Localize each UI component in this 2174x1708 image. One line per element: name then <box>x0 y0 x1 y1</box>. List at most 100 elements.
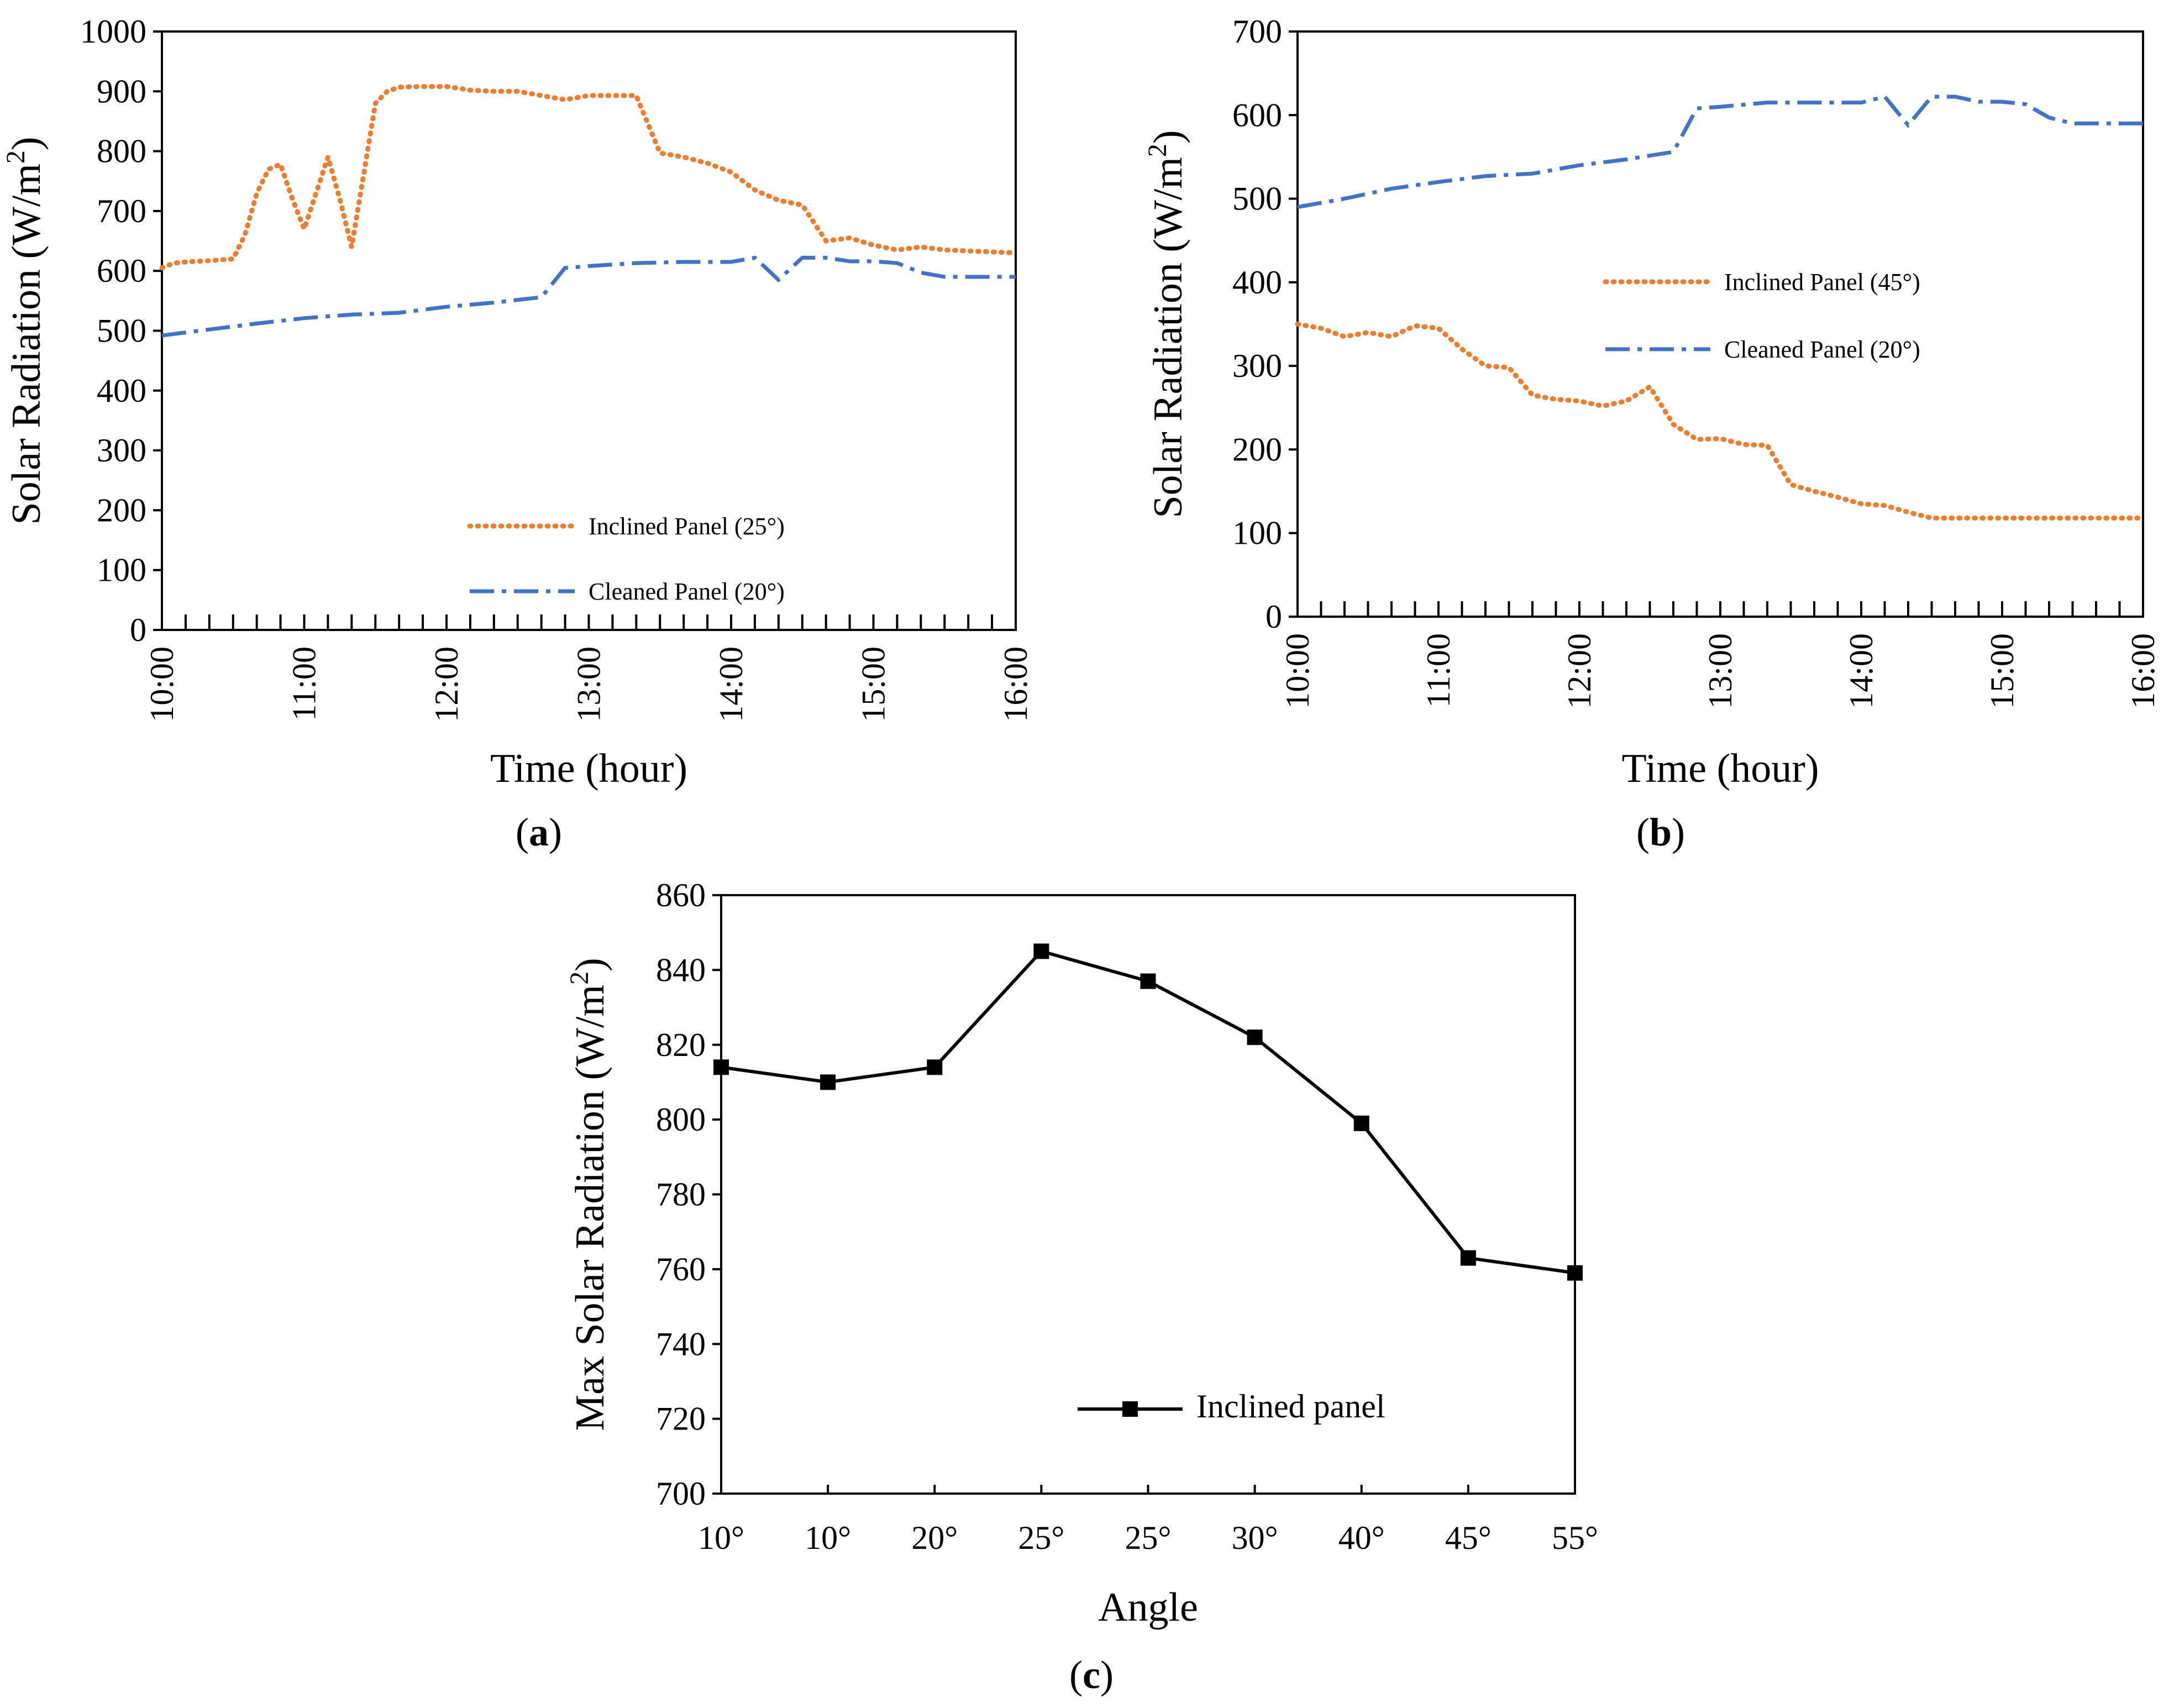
x-tick-label: 13:00 <box>1702 633 1739 709</box>
x-tick-label: 40° <box>1338 1520 1385 1556</box>
y-axis-title: Solar Radiation (W/m2) <box>1 136 49 524</box>
y-tick-label: 860 <box>656 877 706 913</box>
x-tick-label: 14:00 <box>1843 633 1879 709</box>
y-tick-label: 300 <box>1232 348 1282 384</box>
x-axis-title: Time (hour) <box>1622 746 1819 791</box>
panel-label-close: ) <box>1672 810 1685 854</box>
legend-label-1: Cleaned Panel (20°) <box>1724 336 1920 363</box>
legend-marker <box>1122 1401 1138 1417</box>
panel-label-open: ( <box>516 810 529 854</box>
x-tick-label: 25° <box>1125 1520 1172 1556</box>
x-tick-label: 10° <box>805 1520 851 1556</box>
y-tick-label: 700 <box>97 193 146 229</box>
legend-label-0: Inclined Panel (45°) <box>1724 269 1920 296</box>
panel-label-close: ) <box>1100 1653 1114 1697</box>
y-tick-label: 840 <box>656 952 706 988</box>
y-axis-title-main: Max Solar Radiation (W/m <box>568 985 613 1431</box>
x-tick-label: 15:00 <box>855 647 892 722</box>
data-point-marker <box>1353 1115 1369 1131</box>
data-point-marker <box>713 1059 729 1075</box>
panel-label: (b) <box>1636 810 1685 854</box>
x-tick-label: 12:00 <box>428 647 465 722</box>
y-tick-label: 0 <box>1265 598 1282 635</box>
y-axis-title-main: Solar Radiation (W/m <box>1146 157 1191 518</box>
series-line-1 <box>161 255 1016 338</box>
y-tick-label: 740 <box>656 1326 706 1362</box>
y-tick-label: 900 <box>97 73 146 109</box>
y-tick-label: 500 <box>1232 181 1282 217</box>
x-tick-label: 10° <box>698 1520 744 1556</box>
data-point-marker <box>1460 1250 1476 1266</box>
data-point-marker <box>927 1059 943 1075</box>
x-tick-label: 15:00 <box>1984 633 2020 709</box>
y-tick-label: 1000 <box>80 13 146 50</box>
y-axis-title-sup: 2 <box>1 150 30 164</box>
y-axis-title-end: ) <box>1146 130 1191 144</box>
x-axis-title: Time (hour) <box>490 746 687 791</box>
y-tick-label: 760 <box>656 1251 706 1287</box>
series-line-1 <box>1297 94 2143 209</box>
y-axis-title-main: Solar Radiation (W/m <box>4 164 49 525</box>
y-axis-title-sup: 2 <box>565 971 594 985</box>
chart-b: 0 100 200 300 400 500 600 700 10:00 11:00 12:00 13:… <box>1143 13 2161 854</box>
y-axis-title: Solar Radiation (W/m2) <box>1143 130 1191 518</box>
y-tick-label: 600 <box>97 253 146 289</box>
x-tick-label: 10:00 <box>144 647 180 722</box>
panel-label: (a) <box>516 810 562 854</box>
y-tick-label: 500 <box>97 313 146 349</box>
y-tick-label: 800 <box>97 133 146 170</box>
data-point-marker <box>1567 1265 1583 1281</box>
x-tick-label: 11:00 <box>286 647 323 721</box>
data-point-marker <box>1247 1029 1263 1045</box>
y-tick-label: 700 <box>656 1475 706 1512</box>
series-line-0 <box>1295 322 2146 521</box>
y-tick-label: 720 <box>656 1401 706 1437</box>
panel-label-open: ( <box>1636 810 1650 854</box>
x-tick-label: 55° <box>1552 1520 1598 1556</box>
x-axis-title: Angle <box>1098 1585 1198 1630</box>
y-axis-title-sup: 2 <box>1143 144 1172 157</box>
data-point-marker <box>1140 973 1156 989</box>
x-tick-label: 14:00 <box>713 647 749 722</box>
y-tick-label: 100 <box>97 552 146 588</box>
y-tick-label: 780 <box>656 1176 706 1213</box>
y-tick-label: 0 <box>130 612 146 648</box>
x-tick-label: 10:00 <box>1279 633 1316 709</box>
panel-label-letter: a <box>529 810 549 854</box>
chart-a: 0 100 200 300 400 500 600 700 800 900 1000 10:00 11:… <box>1 13 1034 854</box>
panel-label-open: ( <box>1069 1653 1083 1697</box>
data-point-marker <box>820 1074 836 1090</box>
y-axis-title-end: ) <box>4 136 49 150</box>
y-tick-label: 400 <box>97 372 146 409</box>
legend-label-0: Inclined Panel (25°) <box>589 513 785 540</box>
y-tick-label: 200 <box>97 492 146 528</box>
y-tick-label: 800 <box>656 1101 706 1138</box>
x-tick-label: 25° <box>1018 1520 1064 1556</box>
x-tick-label: 13:00 <box>571 647 607 722</box>
y-tick-label: 100 <box>1232 515 1282 551</box>
series-line-0 <box>159 84 1018 271</box>
x-tick-label: 11:00 <box>1420 633 1457 707</box>
y-axis-title: Max Solar Radiation (W/m2) <box>565 958 613 1431</box>
y-tick-label: 820 <box>656 1027 706 1063</box>
panel-label-close: ) <box>549 810 562 854</box>
y-tick-label: 300 <box>97 432 146 469</box>
x-tick-label: 45° <box>1445 1520 1492 1556</box>
y-tick-label: 200 <box>1232 431 1282 467</box>
x-tick-label: 30° <box>1232 1520 1278 1556</box>
y-axis-title-end: ) <box>568 958 613 971</box>
panel-label: (c) <box>1069 1653 1114 1697</box>
y-tick-label: 700 <box>1232 13 1282 50</box>
x-tick-label: 16:00 <box>2125 633 2161 709</box>
data-point-marker <box>1033 943 1049 959</box>
chart-c: 700 720 740 760 780 800 820 840 860 10° 10° 20° 25° 2… <box>565 877 1598 1697</box>
legend-label-0: Inclined panel <box>1196 1388 1385 1425</box>
x-tick-label: 16:00 <box>997 647 1034 722</box>
panel-label-letter: b <box>1650 810 1672 854</box>
y-tick-label: 400 <box>1232 264 1282 301</box>
panel-label-letter: c <box>1083 1653 1100 1697</box>
legend-label-1: Cleaned Panel (20°) <box>589 578 785 605</box>
x-tick-label: 12:00 <box>1561 633 1598 709</box>
